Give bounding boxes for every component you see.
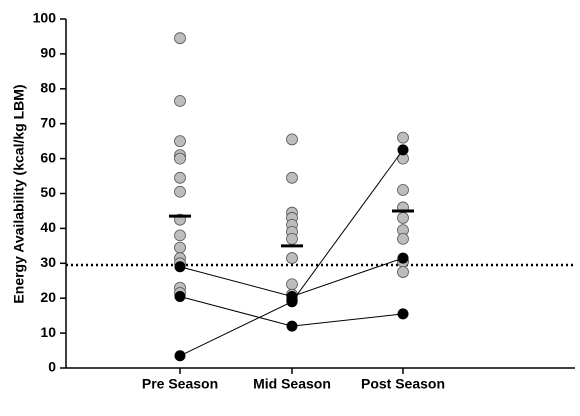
y-tick-label: 40 [40, 219, 56, 235]
dot [397, 232, 409, 245]
dot [397, 212, 409, 224]
dot [174, 95, 186, 107]
dot [286, 133, 298, 146]
dot [397, 266, 409, 278]
individual-dot [397, 308, 409, 320]
dot [286, 278, 298, 291]
y-tick-label: 50 [40, 184, 56, 200]
y-tick-label: 20 [40, 289, 56, 305]
y-tick-label: 30 [40, 254, 56, 270]
individual-dot [286, 296, 298, 308]
y-tick-label: 90 [40, 45, 56, 61]
dot [397, 131, 409, 144]
dot [174, 152, 186, 165]
dot [174, 171, 186, 184]
dot [286, 232, 298, 245]
individual-dot [397, 144, 409, 156]
y-tick-label: 10 [40, 324, 56, 340]
y-axis-label: Energy Availability (kcal/kg LBM) [11, 84, 27, 303]
individual-dot [174, 350, 186, 362]
dot [174, 32, 186, 45]
x-tick-label: Pre Season [142, 376, 218, 392]
dot [174, 241, 186, 254]
x-tick-label: Post Season [361, 376, 445, 392]
individual-dot [174, 290, 186, 302]
x-tick-label: Mid Season [253, 376, 331, 392]
individual-dot [286, 320, 298, 332]
dot [174, 135, 186, 148]
dot [286, 252, 298, 264]
dot [174, 185, 186, 198]
dot [397, 184, 409, 196]
individual-dot [397, 252, 409, 264]
y-tick-label: 0 [48, 359, 56, 375]
y-tick-label: 60 [40, 149, 56, 165]
y-tick-label: 100 [33, 10, 57, 26]
y-tick-label: 70 [40, 114, 56, 130]
individual-dot [174, 261, 186, 273]
dot [286, 171, 298, 184]
dot [174, 229, 186, 242]
y-tick-label: 80 [40, 80, 56, 96]
